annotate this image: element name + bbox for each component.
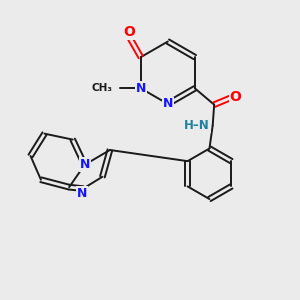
Text: CH₃: CH₃ <box>92 83 112 93</box>
Text: O: O <box>230 90 242 104</box>
Text: N: N <box>76 187 87 200</box>
Text: N: N <box>80 158 90 171</box>
Text: N: N <box>136 82 146 95</box>
Text: N: N <box>163 98 173 110</box>
Text: H–N: H–N <box>184 119 210 132</box>
Text: O: O <box>123 25 135 39</box>
